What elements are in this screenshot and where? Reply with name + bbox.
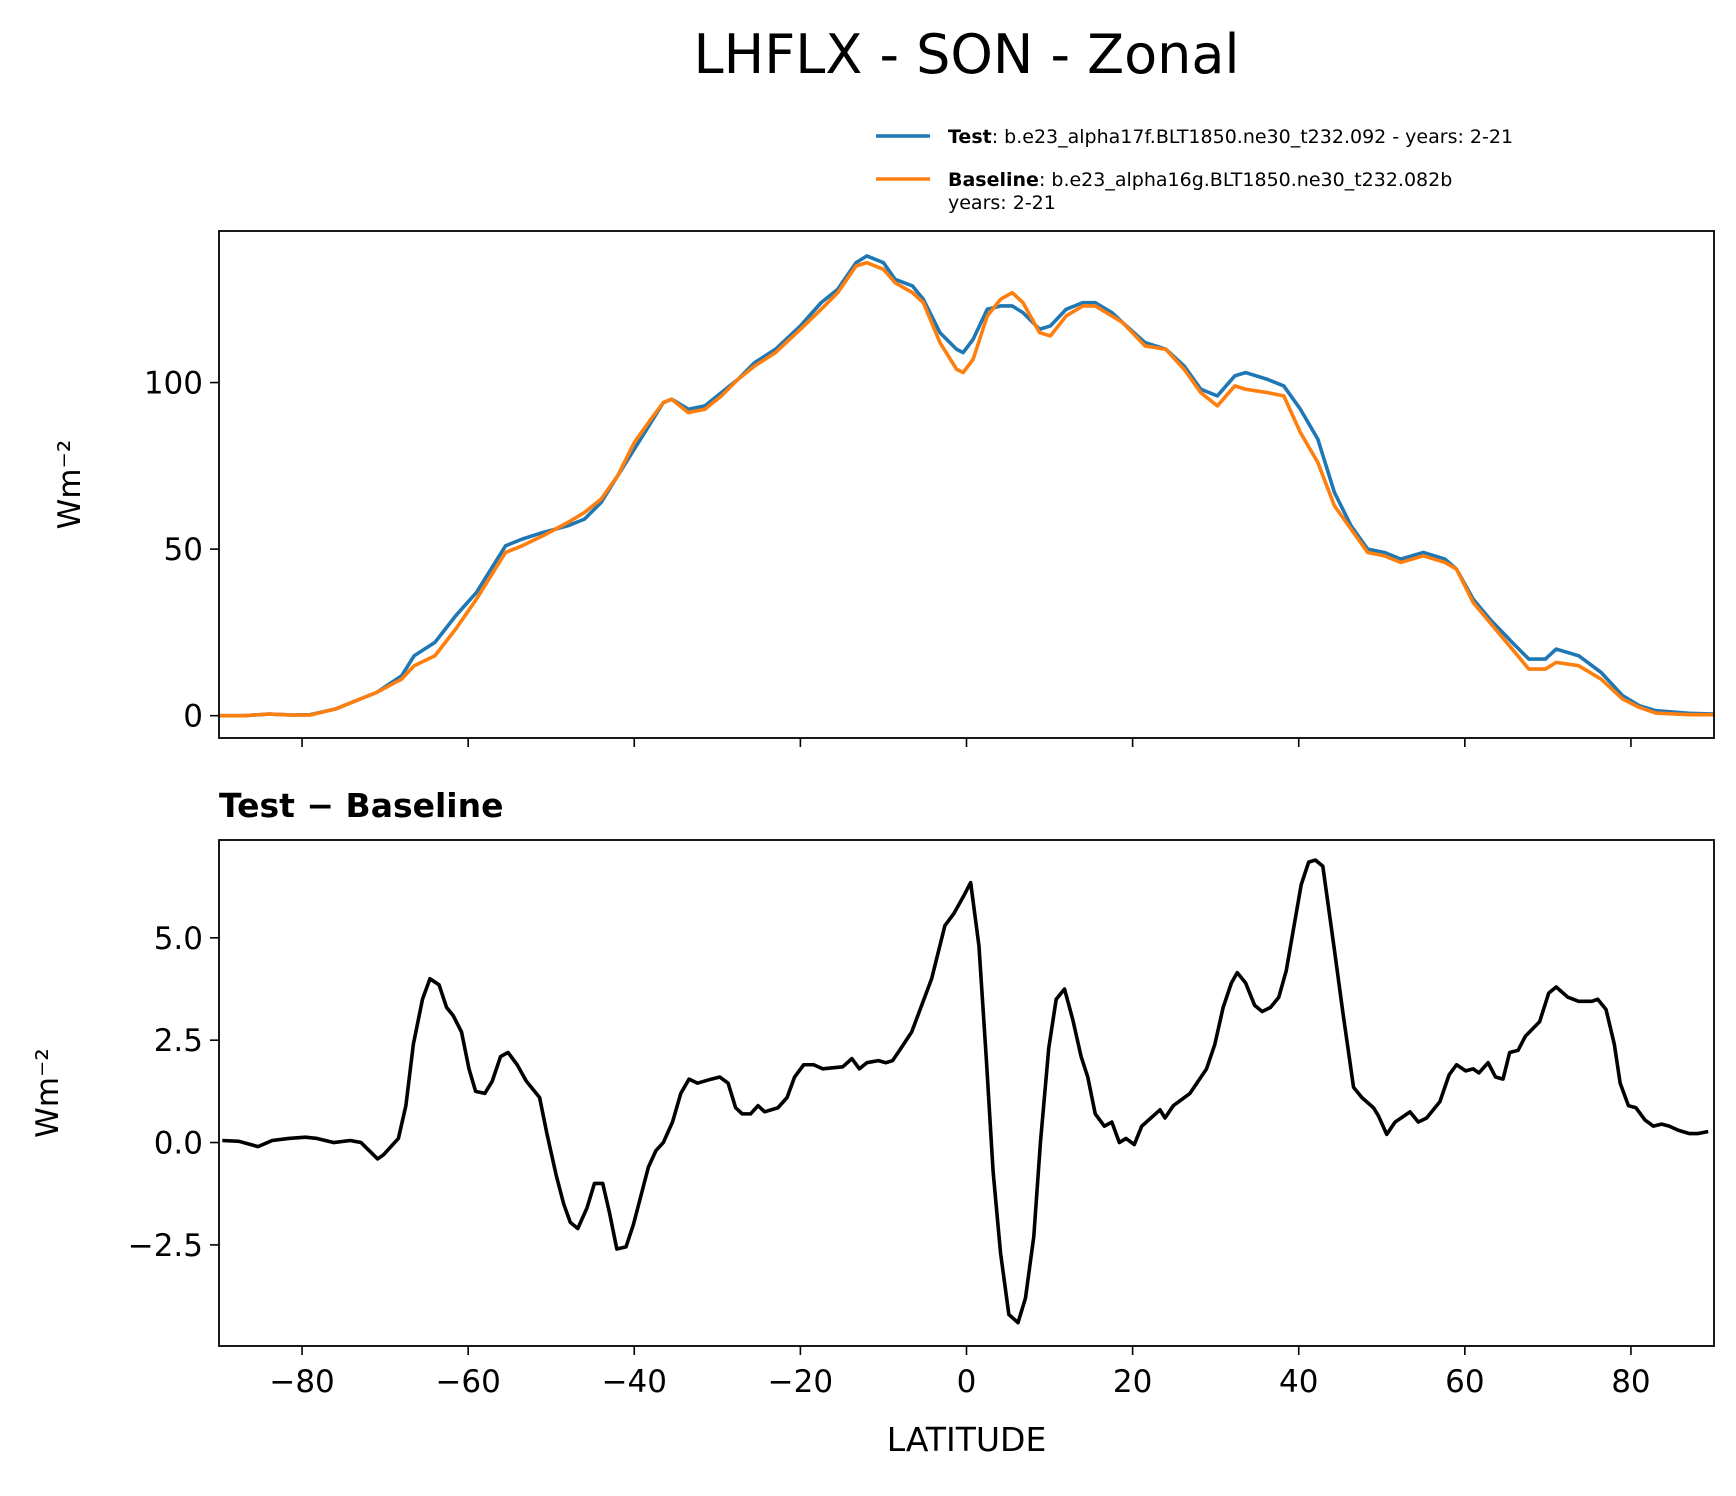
y-tick-label: 2.5 <box>154 1023 203 1059</box>
x-tick-label: 80 <box>1611 1364 1650 1400</box>
x-tick-label: 0 <box>957 1364 977 1400</box>
legend-description: : b.e23_alpha17f.BLT1850.ne30_t232.092 -… <box>992 126 1513 148</box>
figure-title: LHFLX - SON - Zonal <box>694 23 1240 86</box>
axes-frame <box>218 230 1715 739</box>
legend-entry: Test: b.e23_alpha17f.BLT1850.ne30_t232.0… <box>948 126 1513 148</box>
x-tick-label: 60 <box>1445 1364 1484 1400</box>
y-tick-label: 100 <box>144 366 203 402</box>
x-tick-label: −80 <box>269 1364 334 1400</box>
x-tick-label: −60 <box>435 1364 500 1400</box>
data-line <box>219 254 1714 718</box>
legend-name: Baseline <box>948 169 1039 191</box>
x-tick-label: −40 <box>602 1364 667 1400</box>
axes-frame <box>218 839 1715 1347</box>
legend-name: Test <box>948 126 992 148</box>
data-line <box>222 858 1709 1325</box>
y-axis-label: Wm⁻² <box>52 440 88 530</box>
y-tick-label: 0 <box>183 699 203 735</box>
y-tick-label: 0.0 <box>154 1126 203 1162</box>
legend-entry: Baseline: b.e23_alpha16g.BLT1850.ne30_t2… <box>948 169 1452 191</box>
y-tick-label: 5.0 <box>154 921 203 957</box>
x-tick-label: −20 <box>768 1364 833 1400</box>
y-tick-label: 50 <box>164 532 203 568</box>
legend-description: : b.e23_alpha16g.BLT1850.ne30_t232.082b <box>1039 169 1452 191</box>
legend-entry: years: 2-21 <box>948 192 1056 214</box>
legend-description: years: 2-21 <box>948 192 1056 214</box>
x-axis-label: LATITUDE <box>887 1420 1047 1459</box>
data-line <box>219 260 1714 718</box>
panel-title: Test − Baseline <box>219 786 504 825</box>
y-tick-label: −2.5 <box>128 1228 203 1264</box>
x-tick-label: 40 <box>1279 1364 1318 1400</box>
x-tick-label: 20 <box>1113 1364 1152 1400</box>
y-axis-label: Wm⁻² <box>30 1048 66 1138</box>
